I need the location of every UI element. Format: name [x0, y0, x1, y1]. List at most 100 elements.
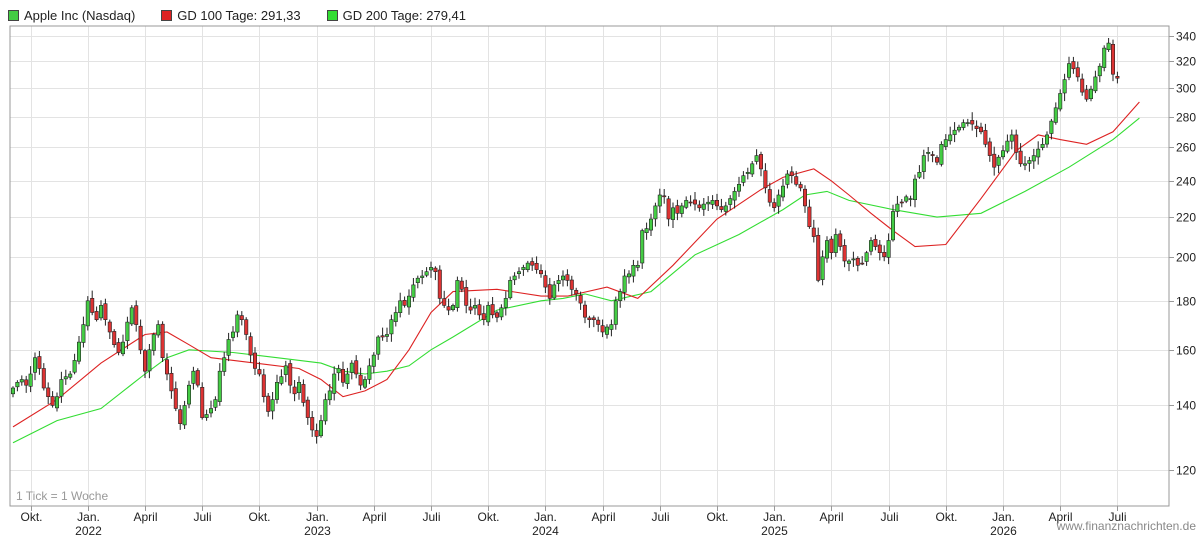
candle: [750, 161, 755, 177]
candle: [217, 363, 222, 406]
candle-body-down: [358, 374, 363, 386]
candle-body-up: [780, 185, 785, 198]
candle-body-up: [59, 379, 64, 397]
candle: [305, 396, 310, 425]
candle: [204, 409, 209, 421]
candle: [354, 355, 359, 379]
candle: [134, 300, 139, 332]
candle-body-up: [424, 271, 429, 276]
x-tick-label: Okt.: [706, 510, 728, 524]
candle-body-down: [261, 374, 266, 397]
candle-body-up: [890, 211, 895, 241]
y-tick-label: 120: [1176, 464, 1196, 478]
candle: [824, 236, 829, 263]
candle: [46, 382, 51, 404]
legend-swatch-ma200: [326, 9, 338, 21]
candle: [213, 396, 218, 411]
candle-body-down: [591, 317, 596, 320]
candle-body-up: [657, 194, 662, 207]
candle-body-up: [209, 408, 214, 414]
candle-body-down: [574, 289, 579, 295]
candle-body-down: [354, 360, 359, 375]
x-tick-label: Okt.: [477, 510, 499, 524]
candle-body-up: [560, 275, 565, 281]
candle: [618, 288, 623, 308]
candle-body-down: [873, 239, 878, 247]
candle-body-up: [956, 126, 961, 131]
candle: [266, 393, 271, 417]
candle-body-up: [644, 228, 649, 234]
candle: [367, 358, 372, 385]
candle-body-up: [508, 280, 513, 299]
candle-body-down: [530, 261, 535, 266]
candle-body-up: [187, 384, 192, 405]
candle: [961, 119, 966, 131]
candle-body-down: [662, 195, 667, 198]
candle: [468, 298, 473, 315]
y-tick-label: 220: [1176, 211, 1196, 225]
candle-body-up: [723, 205, 728, 212]
candle: [121, 334, 126, 357]
candle-body-up: [943, 139, 948, 147]
candle: [428, 261, 433, 278]
candle: [640, 228, 645, 269]
candle: [899, 199, 904, 208]
candle-body-down: [160, 323, 165, 359]
candle: [15, 380, 20, 392]
candle: [1031, 148, 1036, 169]
candle: [371, 352, 376, 374]
candle-body-down: [719, 206, 724, 210]
candle-body-up: [939, 144, 944, 165]
candle-body-down: [442, 298, 447, 306]
candle-body-down: [50, 396, 55, 406]
candle: [802, 185, 807, 213]
candle-body-down: [987, 141, 992, 156]
candle: [956, 124, 961, 133]
x-tick-label: Okt.: [935, 510, 957, 524]
candle-body-up: [151, 334, 156, 351]
ma200-series: [12, 117, 1140, 444]
candle-body-down: [877, 244, 882, 253]
legend-swatch-price: [8, 9, 19, 21]
candle-body-down: [758, 154, 763, 170]
candle: [1102, 45, 1107, 72]
candle: [503, 291, 508, 316]
candle: [85, 296, 90, 331]
candle-body-down: [138, 325, 143, 351]
candle-body-up: [1067, 63, 1072, 78]
y-tick-label: 140: [1176, 399, 1196, 413]
candle-body-down: [37, 356, 42, 369]
x-tick-label: Jan.: [992, 510, 1015, 524]
candle-body-up: [961, 122, 966, 128]
candle-body-up: [736, 184, 741, 192]
candle-body-up: [1093, 76, 1098, 92]
candle: [1000, 145, 1005, 160]
candle-body-down: [974, 125, 979, 129]
x-tick-label: Juli: [880, 510, 898, 524]
candle: [851, 251, 856, 267]
candle: [1022, 156, 1027, 171]
candle-body-down: [1080, 78, 1085, 93]
candle-body-up: [864, 252, 869, 262]
candle: [420, 270, 425, 285]
candle: [384, 327, 389, 342]
candle: [253, 347, 258, 375]
candle: [433, 266, 438, 281]
candle-body-down: [107, 321, 112, 333]
candle: [864, 250, 869, 266]
candle: [838, 230, 843, 251]
candle-body-up: [398, 300, 403, 313]
candle: [635, 260, 640, 272]
candle-body-up: [1053, 107, 1058, 123]
candle: [94, 306, 99, 322]
candle: [376, 335, 381, 360]
candle-body-down: [829, 238, 834, 254]
candle-body-up: [323, 399, 328, 422]
candle-body-up: [371, 354, 376, 367]
candle: [274, 374, 279, 404]
candle-body-up: [54, 396, 59, 409]
candle: [68, 371, 73, 380]
candle-body-down: [103, 303, 108, 321]
candle: [187, 380, 192, 409]
candle-body-down: [860, 262, 865, 265]
